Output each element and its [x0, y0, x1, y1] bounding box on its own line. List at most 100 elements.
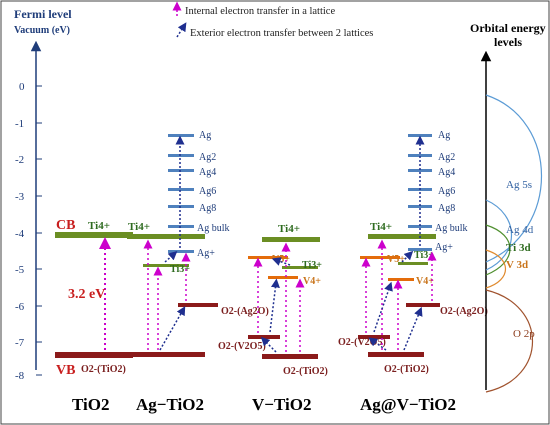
- bottom-labels: TiO2 Ag−TiO2 V−TiO2 Ag@V−TiO2: [72, 395, 456, 414]
- agtio2-agplus-label: Ag+: [197, 248, 215, 259]
- tio2-gap-label: 3.2 eV: [68, 287, 105, 302]
- y-tick-4: -4: [15, 228, 25, 240]
- agvtio2-ag2o-level: [406, 303, 440, 307]
- agtio2-ag2-label: Ag2: [199, 152, 216, 163]
- agvtio2-ti3-label: Ti3+: [414, 250, 434, 261]
- agvtio2-ag-level: [408, 134, 432, 137]
- vtio2-v2o5-level: [248, 335, 280, 339]
- vtio2-exterior-arrow-1: [260, 336, 277, 353]
- y-tick-6: -6: [15, 301, 25, 313]
- agvtio2-ag2o-label: O2-(Ag2O): [440, 306, 488, 317]
- agvtio2-agbulk-label: Ag bulk: [435, 223, 468, 234]
- y-axis-title: Fermi level: [14, 7, 72, 21]
- label-ag-v-tio2: Ag@V−TiO2: [360, 395, 456, 414]
- agvtio2-exterior-arrow-2: [373, 281, 393, 333]
- tio2-vb-label: VB: [56, 363, 75, 378]
- vtio2-v5-label: V5+: [272, 254, 290, 265]
- column-ag-v-tio2: Ti4+ V5+ Ti3+ V4+ O2-(Ag2O) O2-(V2O5) O2…: [338, 130, 488, 375]
- vtio2-vb-band: [262, 354, 318, 359]
- vtio2-v4-label: V4+: [303, 276, 321, 287]
- agtio2-ag4-label: Ag4: [199, 167, 216, 178]
- agvtio2-v5-level: [360, 256, 400, 259]
- agtio2-agplus-level: [168, 250, 194, 253]
- agvtio2-cb-band: [368, 234, 436, 239]
- tio2-ti4-label: Ti4+: [88, 220, 110, 232]
- y-axis-subtitle: Vacuum (eV): [14, 25, 70, 36]
- vtio2-o2-label: O2-(TiO2): [283, 366, 328, 377]
- agtio2-ag2-level: [168, 154, 194, 157]
- y-tick-3: -3: [15, 191, 25, 203]
- agvtio2-exterior-arrow-1: [368, 337, 387, 351]
- agvtio2-vb-band: [368, 352, 424, 357]
- agtio2-ag4-level: [168, 169, 194, 172]
- agvtio2-ag-label: Ag: [438, 130, 450, 141]
- agvtio2-ag2-level: [408, 154, 432, 157]
- ag5s-curve: [485, 94, 542, 263]
- agvtio2-exterior-arrow-5: [401, 250, 414, 263]
- label-tio2: TiO2: [72, 395, 109, 414]
- vtio2-ti4-label: Ti4+: [278, 223, 300, 235]
- agtio2-ag-level: [168, 134, 194, 137]
- agvtio2-o2-label: O2-(TiO2): [384, 364, 429, 375]
- agvtio2-agbulk-level: [408, 225, 432, 228]
- agvtio2-ti4-label: Ti4+: [370, 221, 392, 233]
- legend-exterior-label: Exterior electron transfer between 2 lat…: [190, 28, 373, 39]
- y-tick-2: -2: [15, 154, 24, 166]
- column-ag-tio2: Ti4+ Ti3+ O2-(Ag2O) Ag Ag2 Ag4 Ag6 Ag8 A…: [127, 130, 269, 357]
- agtio2-agbulk-level: [168, 225, 194, 228]
- agvtio2-v4-label: V4+: [416, 276, 434, 287]
- agvtio2-ti3-level: [398, 262, 428, 265]
- agvtio2-v4-level: [388, 278, 414, 281]
- agtio2-ag6-level: [168, 188, 194, 191]
- ti3d-curve: [485, 224, 511, 276]
- agtio2-ag2o-level: [178, 303, 218, 307]
- column-tio2: CB Ti4+ VB O2-(TiO2) 3.2 eV: [55, 218, 133, 378]
- agtio2-ag6-label: Ag6: [199, 186, 216, 197]
- y-axis-ticks: 0 -1 -2 -3 -4 -5 -6 -7 -8: [15, 81, 42, 382]
- agtio2-cb-band: [127, 234, 205, 239]
- vtio2-exterior-arrow-2: [269, 278, 280, 333]
- agtio2-ag-label: Ag: [199, 130, 211, 141]
- agtio2-ag8-label: Ag8: [199, 203, 216, 214]
- tio2-o2-label: O2-(TiO2): [81, 364, 126, 375]
- agtio2-ti3-level: [143, 264, 189, 267]
- vtio2-cb-band: [262, 237, 320, 242]
- agtio2-vb-band: [127, 352, 205, 357]
- agtio2-ti3-label: Ti3+: [170, 264, 190, 275]
- orbital-axis-title: Orbital energy: [470, 21, 546, 35]
- label-v-tio2: V−TiO2: [252, 395, 311, 414]
- o2p-curve: [485, 289, 533, 393]
- tio2-vb-band: [55, 352, 133, 358]
- y-tick-8: -8: [15, 370, 25, 382]
- agvtio2-v2o5-level: [358, 335, 390, 339]
- v3d-label: V 3d: [506, 259, 528, 271]
- vtio2-ti3-level: [282, 266, 318, 269]
- v3d-curve: [485, 249, 506, 289]
- o2p-label: O 2p: [513, 328, 535, 340]
- ti3d-label: Ti 3d: [506, 242, 531, 254]
- vtio2-v2o5-label: O2-(V2O5): [218, 341, 266, 352]
- ag4d-curve: [485, 199, 512, 271]
- vtio2-v4-level: [268, 276, 298, 279]
- agtio2-ti4-label: Ti4+: [128, 221, 150, 233]
- ag5s-label: Ag 5s: [506, 179, 532, 191]
- tio2-cb-label: CB: [56, 218, 75, 233]
- y-tick-5: -5: [15, 264, 25, 276]
- agtio2-ag8-level: [168, 205, 194, 208]
- agvtio2-ag2-label: Ag2: [438, 152, 455, 163]
- tio2-cb-band: [55, 232, 133, 238]
- y-tick-7: -7: [15, 337, 25, 349]
- agvtio2-agplus-label: Ag+: [435, 242, 453, 253]
- agvtio2-ag8-level: [408, 205, 432, 208]
- y-tick-0: 0: [19, 81, 25, 93]
- column-v-tio2: Ti4+ V5+ Ti3+ V4+ O2-(V2O5) O2-(TiO2): [218, 223, 328, 377]
- agvtio2-ag4-label: Ag4: [438, 167, 455, 178]
- agvtio2-v2o5-label: O2-(V2O5): [338, 337, 386, 348]
- vtio2-exterior-arrow-3: [271, 257, 291, 266]
- agvtio2-agplus-level: [408, 248, 432, 251]
- orbital-axis-subtitle: levels: [494, 35, 522, 49]
- legend-internal-label: Internal electron transfer in a lattice: [185, 6, 335, 17]
- y-tick-1: -1: [15, 118, 24, 130]
